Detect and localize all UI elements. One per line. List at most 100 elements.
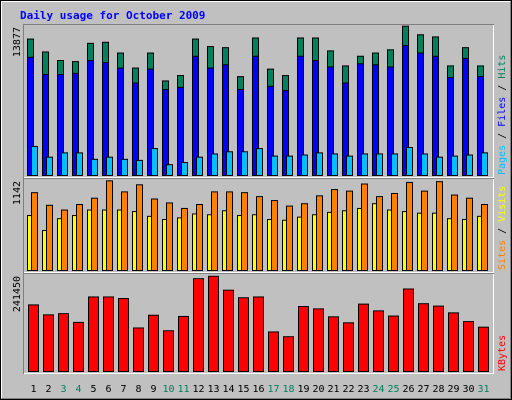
x-tick-label: 16 — [252, 384, 264, 395]
pages-bar — [106, 156, 113, 176]
files-bar — [117, 67, 124, 176]
files-bar — [387, 66, 394, 176]
sites-bar — [286, 205, 293, 271]
x-tick-label: 10 — [162, 384, 174, 395]
sites-bar — [151, 198, 158, 271]
kbytes-bar — [283, 336, 294, 372]
files-bar — [102, 62, 109, 176]
pages-bar — [241, 151, 248, 176]
kbytes-bar — [223, 289, 234, 372]
kbytes-bar — [373, 310, 384, 373]
files-bar — [57, 73, 64, 176]
kbytes-bar — [73, 321, 84, 373]
x-tick-label: 19 — [297, 384, 309, 395]
files-bar — [282, 90, 289, 176]
x-tick-label: 24 — [372, 384, 384, 395]
pages-bar — [466, 154, 473, 177]
x-tick-label: 11 — [177, 384, 189, 395]
pages-bar — [136, 159, 143, 176]
x-tick-label: 25 — [387, 384, 399, 395]
files-bar — [267, 85, 274, 176]
x-tick-label: 14 — [222, 384, 234, 395]
kbytes-bar — [178, 315, 189, 372]
files-bar — [312, 60, 319, 176]
x-tick-label: 26 — [402, 384, 414, 395]
x-tick-label: 22 — [342, 384, 354, 395]
sites-bar — [196, 204, 203, 271]
files-bar — [417, 52, 424, 177]
x-tick-label: 29 — [447, 384, 459, 395]
pages-bar — [301, 154, 308, 177]
sites-bar — [346, 190, 353, 272]
sites-bar — [301, 203, 308, 271]
pages-bar — [436, 156, 443, 176]
files-bar — [297, 55, 304, 176]
files-bar — [402, 45, 409, 176]
kbytes-bar — [418, 303, 429, 372]
files-bar — [252, 55, 259, 176]
kbytes-bar — [43, 314, 54, 372]
legend-entry: Files — [497, 97, 508, 127]
x-tick-label: 13 — [207, 384, 219, 395]
sites-bar — [61, 209, 68, 272]
legend-entry: Hits — [497, 55, 508, 79]
sites-bar — [466, 197, 473, 272]
sites-bar — [226, 191, 233, 271]
sites-bar — [46, 204, 53, 271]
x-tick-label: 31 — [477, 384, 489, 395]
pages-bar — [211, 153, 218, 177]
sites-bar — [136, 184, 143, 271]
pages-bar — [286, 155, 293, 176]
x-tick-label: 21 — [327, 384, 339, 395]
kbytes-bar — [103, 296, 114, 373]
chart-title: Daily usage for October 2009 — [20, 9, 205, 22]
pages-bar — [391, 153, 398, 177]
pages-bar — [46, 156, 53, 176]
sites-bar — [406, 181, 413, 271]
pages-bar — [361, 153, 368, 177]
kbytes-bar — [28, 304, 39, 372]
pages-bar — [151, 148, 158, 176]
x-tick-label: 8 — [135, 384, 141, 395]
kbytes-bar — [58, 313, 69, 372]
y-max-label: 241450 — [12, 276, 23, 312]
y-max-label: 1142 — [12, 181, 23, 205]
files-bar — [207, 67, 214, 176]
x-tick-label: 20 — [312, 384, 324, 395]
files-bar — [162, 89, 169, 176]
x-tick-label: 12 — [192, 384, 204, 395]
sites-bar — [76, 204, 83, 271]
kbytes-bar — [313, 308, 324, 372]
kbytes-bar — [463, 321, 474, 373]
files-bar — [327, 66, 334, 176]
pages-bar — [76, 152, 83, 176]
files-bar — [357, 63, 364, 177]
files-bar — [27, 56, 34, 177]
x-tick-label: 3 — [60, 384, 66, 395]
legend-entry: Sites — [497, 240, 508, 270]
sites-bar — [106, 180, 113, 271]
sites-bar — [421, 190, 428, 272]
pages-bar — [31, 145, 38, 177]
kbytes-bar — [253, 296, 264, 373]
pages-bar — [406, 147, 413, 176]
legend-entry: KBytes — [497, 335, 508, 371]
x-tick-label: 1 — [30, 384, 36, 395]
sites-bar — [91, 197, 98, 272]
x-tick-label: 7 — [120, 384, 126, 395]
sites-bar — [31, 192, 38, 271]
sites-bar — [376, 196, 383, 271]
x-tick-label: 9 — [150, 384, 156, 395]
pages-bar — [421, 153, 428, 177]
sites-bar — [271, 200, 278, 272]
kbytes-bar — [88, 296, 99, 373]
pages-bar — [61, 152, 68, 176]
sites-bar — [451, 194, 458, 271]
files-bar — [132, 82, 139, 176]
files-bar — [72, 72, 79, 176]
pages-bar — [226, 151, 233, 176]
x-tick-label: 5 — [90, 384, 96, 395]
series-legend: Sites / Visits — [497, 186, 508, 270]
sites-bar — [256, 196, 263, 271]
pages-bar — [481, 152, 488, 176]
